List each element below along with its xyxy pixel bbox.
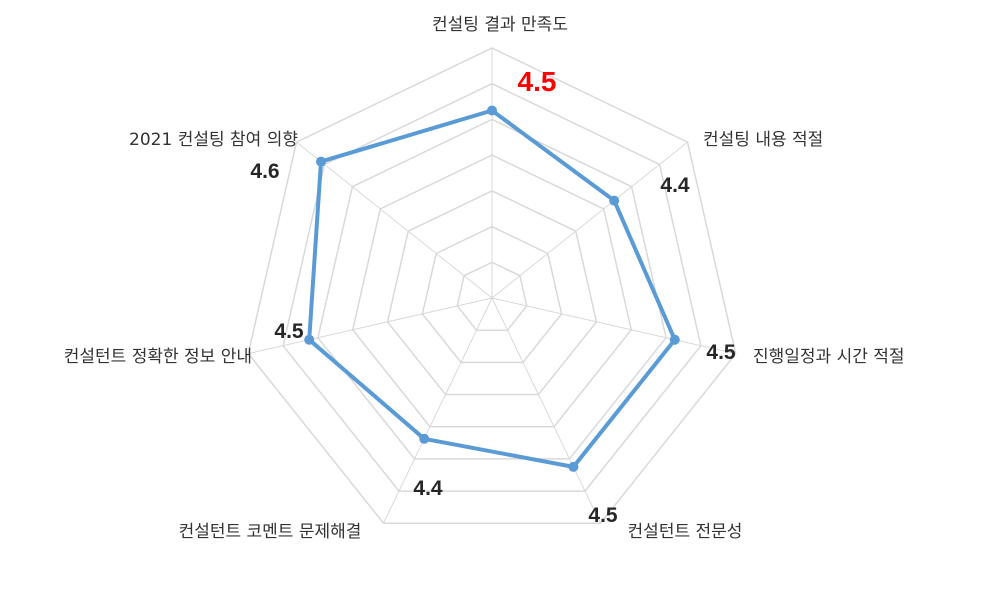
grid-ring-2 xyxy=(421,225,563,364)
axis-label-2: 진행일정과 시간 적절 xyxy=(753,347,905,367)
spoke-1 xyxy=(491,141,688,299)
grid-ring-3 xyxy=(386,190,598,396)
spoke-4 xyxy=(383,297,493,524)
value-label-3: 4.5 xyxy=(588,504,618,527)
axis-label-4: 컨설턴트 코멘트 문제해결 xyxy=(179,522,362,542)
axis-label-5: 컨설턴트 정확한 정보 안내 xyxy=(64,347,252,367)
spoke-2 xyxy=(491,297,736,355)
data-point-5 xyxy=(304,334,315,345)
axis-label-0: 컨설팅 결과 만족도 xyxy=(432,15,568,35)
radar-spokes xyxy=(248,48,736,524)
spoke-5 xyxy=(248,297,493,355)
value-label-4: 4.4 xyxy=(413,477,443,500)
value-label-0: 4.5 xyxy=(518,66,557,97)
data-point-3 xyxy=(568,461,579,472)
grid-ring-1 xyxy=(456,261,528,331)
data-points xyxy=(304,105,680,472)
data-point-6 xyxy=(316,156,326,167)
data-point-2 xyxy=(669,334,680,345)
value-label-2: 4.5 xyxy=(706,341,736,364)
grid-ring-4 xyxy=(351,154,633,428)
grid-ring-5 xyxy=(317,118,667,460)
data-point-1 xyxy=(609,195,620,206)
spoke-6 xyxy=(296,141,493,299)
radar-grid xyxy=(247,47,737,524)
axis-label-1: 컨설팅 내용 적절 xyxy=(703,130,823,150)
spoke-3 xyxy=(491,297,601,524)
value-label-6: 4.6 xyxy=(250,160,279,183)
data-point-0 xyxy=(487,105,497,116)
axis-label-6: 2021 컨설팅 참여 의향 xyxy=(129,130,298,150)
axis-label-3: 컨설턴트 전문성 xyxy=(628,522,743,542)
data-point-4 xyxy=(419,433,430,444)
value-label-5: 4.5 xyxy=(274,320,304,343)
series-polygon xyxy=(307,108,677,469)
value-label-1: 4.4 xyxy=(660,174,690,197)
grid-ring-7 xyxy=(247,47,737,524)
